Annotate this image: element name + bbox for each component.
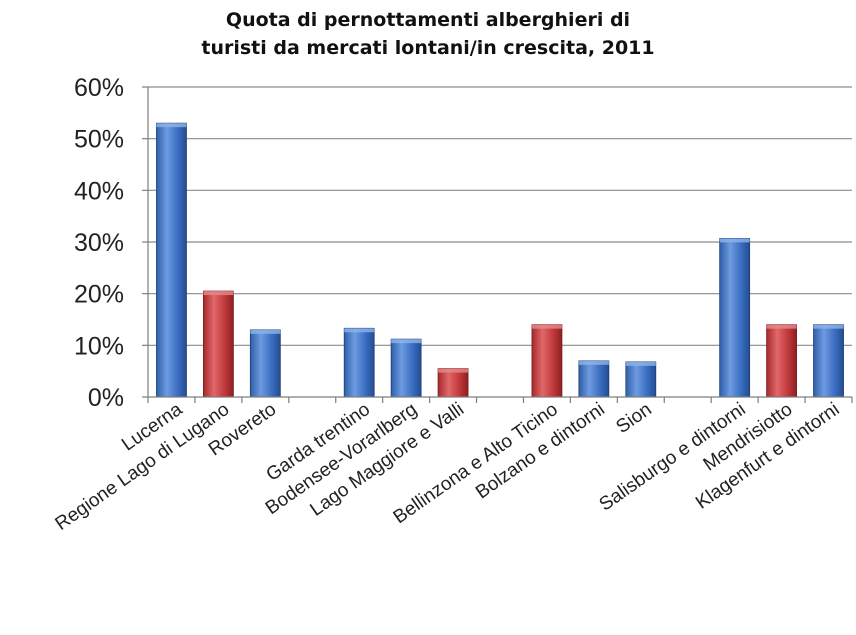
y-tick-label: 30% <box>74 229 124 257</box>
y-tick-label: 20% <box>74 281 124 309</box>
bar-cap <box>531 324 562 329</box>
axes <box>142 86 853 403</box>
y-tick-label: 50% <box>74 126 124 154</box>
x-tick-label: Regione Lago di Lugano <box>52 399 234 535</box>
bar <box>813 324 844 398</box>
y-tick-label: 40% <box>74 177 124 205</box>
bar-cap <box>766 324 797 329</box>
bar <box>249 329 281 398</box>
bar-cap <box>578 360 609 365</box>
bar <box>390 338 422 398</box>
bar-cap <box>719 238 750 243</box>
bar-cap <box>156 123 187 128</box>
bar-cap <box>203 291 234 296</box>
bars <box>156 122 844 398</box>
bar <box>578 360 610 398</box>
bar-cap <box>250 329 281 334</box>
bar-cap <box>625 361 656 366</box>
y-tick-label: 10% <box>74 332 124 360</box>
x-tick-label: Sion <box>612 399 655 438</box>
bar <box>202 290 234 398</box>
y-tick-label: 60% <box>74 74 124 102</box>
y-tick-label: 0% <box>88 384 124 412</box>
bar <box>625 361 657 398</box>
bar-cap <box>344 328 375 333</box>
bar-cap <box>438 368 469 373</box>
bar <box>531 324 563 398</box>
chart-title-line-1: Quota di pernottamenti alberghieri di <box>225 9 631 31</box>
bar <box>719 237 751 398</box>
bar <box>156 122 187 398</box>
bar <box>343 327 375 398</box>
bar-cap <box>391 339 422 344</box>
bar-cap <box>813 324 844 329</box>
bar <box>766 324 797 398</box>
chart-title: Quota di pernottamenti alberghieri di tu… <box>0 6 856 62</box>
bar <box>437 368 469 398</box>
chart-title-line-2: turisti da mercati lontani/in crescita, … <box>201 37 655 59</box>
y-axis-tick-labels: 0% 10% 20% 30% 40% 50% 60% <box>74 74 124 412</box>
